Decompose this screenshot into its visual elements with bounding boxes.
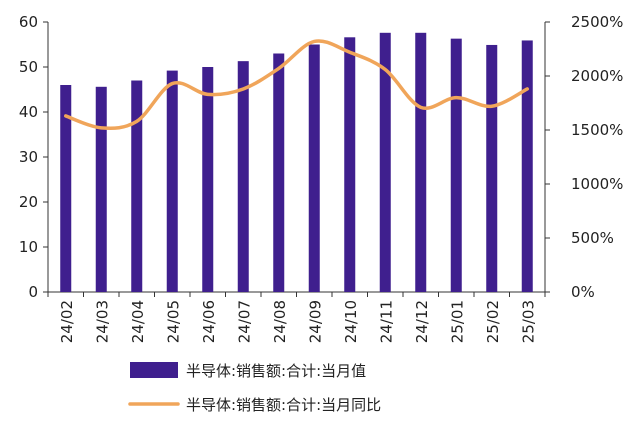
- x-tick-label: 25/01: [448, 300, 466, 343]
- legend-label-bar: 半导体:销售额:合计:当月值: [186, 362, 366, 380]
- x-axis: 24/02 24/03 24/04 24/05 24/06 24/07 24/08 24/09…: [47, 291, 546, 343]
- bar: [131, 80, 143, 292]
- bar: [60, 85, 72, 292]
- x-tick-label: 25/03: [519, 300, 537, 343]
- x-tick-label: 24/02: [58, 300, 76, 343]
- legend: 半导体:销售额:合计:当月值 半导体:销售额:合计:当月同比: [128, 362, 381, 414]
- right-y-tick-label: 500%: [571, 229, 614, 247]
- left-y-tick-label: 50: [19, 58, 38, 76]
- right-y-tick-label: 2000%: [571, 67, 623, 85]
- left-y-tick-label: 60: [19, 13, 38, 31]
- legend-swatch-bar: [130, 362, 178, 378]
- bar: [521, 40, 533, 293]
- bar: [202, 67, 214, 292]
- bar: [415, 32, 427, 293]
- left-y-tick-label: 0: [28, 283, 38, 301]
- line-series: [64, 39, 529, 130]
- legend-label-line: 半导体:销售额:合计:当月同比: [186, 396, 381, 414]
- x-tick-label: 25/02: [484, 300, 502, 343]
- left-y-axis: 0 10 20 30 40 50 60: [19, 13, 49, 301]
- bar: [237, 61, 249, 293]
- x-tick-label: 24/05: [164, 300, 182, 343]
- left-y-tick-label: 40: [19, 103, 38, 121]
- bar: [379, 32, 391, 293]
- right-y-tick-label: 0%: [571, 283, 595, 301]
- bar: [344, 37, 356, 292]
- x-tick-label: 24/07: [235, 300, 253, 343]
- bar: [273, 53, 285, 292]
- x-tick-label: 24/11: [377, 300, 395, 343]
- right-y-axis: 0% 500% 1000% 1500% 2000% 2500%: [544, 13, 623, 301]
- bar: [308, 44, 320, 292]
- x-tick-label: 24/08: [271, 300, 289, 343]
- x-tick-label: 24/04: [129, 300, 147, 343]
- left-y-tick-label: 30: [19, 148, 38, 166]
- bar: [166, 70, 178, 292]
- left-y-tick-label: 10: [19, 238, 38, 256]
- bar: [95, 86, 107, 292]
- x-tick-label: 24/06: [200, 300, 218, 343]
- x-tick-label: 24/12: [413, 300, 431, 343]
- x-tick-label: 24/09: [306, 300, 324, 343]
- bar-series: [60, 32, 533, 293]
- left-y-tick-label: 20: [19, 193, 38, 211]
- right-y-tick-label: 1000%: [571, 175, 623, 193]
- right-y-tick-label: 2500%: [571, 13, 623, 31]
- x-tick-label: 24/10: [342, 300, 360, 343]
- bar: [486, 44, 498, 293]
- right-y-tick-label: 1500%: [571, 121, 623, 139]
- bar: [450, 38, 462, 293]
- x-tick-label: 24/03: [93, 300, 111, 343]
